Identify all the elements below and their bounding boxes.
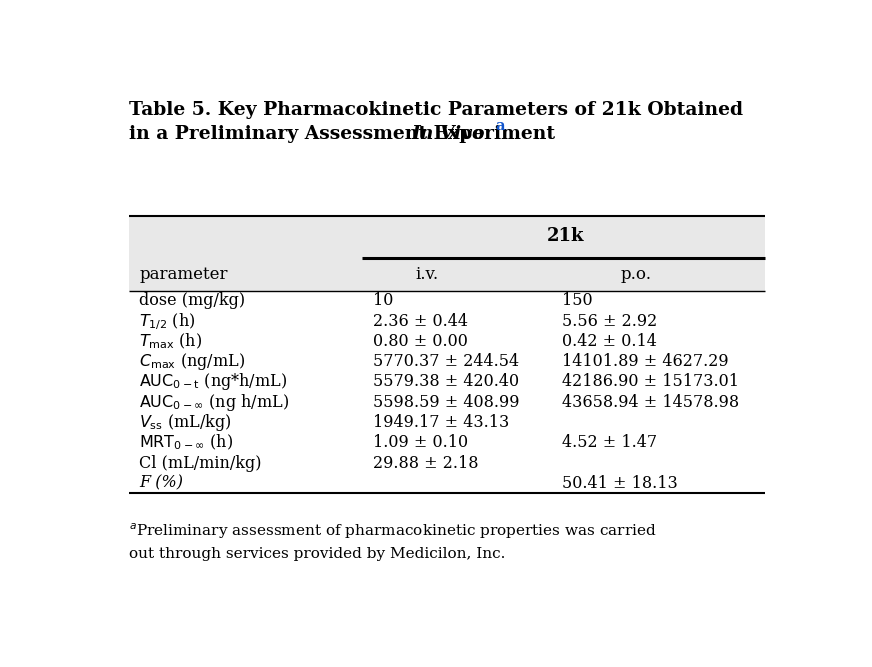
Text: 43658.94 ± 14578.98: 43658.94 ± 14578.98 <box>562 394 739 411</box>
Text: 4.52 ± 1.47: 4.52 ± 1.47 <box>562 434 657 452</box>
Text: 5579.38 ± 420.40: 5579.38 ± 420.40 <box>372 374 519 390</box>
Text: 150: 150 <box>562 292 592 309</box>
Text: $^a$Preliminary assessment of pharmacokinetic properties was carried: $^a$Preliminary assessment of pharmacoki… <box>129 522 657 542</box>
Text: i.v.: i.v. <box>415 265 439 283</box>
Text: $T_{\rm max}$ (h): $T_{\rm max}$ (h) <box>140 331 202 351</box>
Text: 10: 10 <box>372 292 393 309</box>
Text: Table 5. Key Pharmacokinetic Parameters of 21k Obtained: Table 5. Key Pharmacokinetic Parameters … <box>129 101 744 119</box>
Text: $\rm AUC_{0-t}$ (ng*h/mL): $\rm AUC_{0-t}$ (ng*h/mL) <box>140 372 288 392</box>
Text: $V_{\rm ss}$ (mL/kg): $V_{\rm ss}$ (mL/kg) <box>140 412 232 433</box>
Text: $\rm AUC_{0-\infty}$ (ng h/mL): $\rm AUC_{0-\infty}$ (ng h/mL) <box>140 392 290 413</box>
Text: F (%): F (%) <box>140 475 183 492</box>
Text: 5770.37 ± 244.54: 5770.37 ± 244.54 <box>372 353 519 370</box>
Text: $\rm MRT_{0-\infty}$ (h): $\rm MRT_{0-\infty}$ (h) <box>140 433 234 452</box>
Text: p.o.: p.o. <box>621 265 651 283</box>
Text: 21k: 21k <box>547 227 584 245</box>
Text: 1949.17 ± 43.13: 1949.17 ± 43.13 <box>372 414 508 431</box>
Text: 0.42 ± 0.14: 0.42 ± 0.14 <box>562 333 657 350</box>
Text: a: a <box>495 119 505 133</box>
Text: In Vivo: In Vivo <box>411 125 485 143</box>
Text: 2.36 ± 0.44: 2.36 ± 0.44 <box>372 313 467 329</box>
Text: $T_{1/2}$ (h): $T_{1/2}$ (h) <box>140 311 196 331</box>
Text: 5598.59 ± 408.99: 5598.59 ± 408.99 <box>372 394 519 411</box>
Text: Cl (mL/min/kg): Cl (mL/min/kg) <box>140 454 262 472</box>
Text: parameter: parameter <box>140 265 228 283</box>
Text: in a Preliminary Assessment Experiment: in a Preliminary Assessment Experiment <box>129 125 562 143</box>
Text: 14101.89 ± 4627.29: 14101.89 ± 4627.29 <box>562 353 728 370</box>
Text: 5.56 ± 2.92: 5.56 ± 2.92 <box>562 313 657 329</box>
Text: 50.41 ± 18.13: 50.41 ± 18.13 <box>562 475 678 492</box>
Text: 1.09 ± 0.10: 1.09 ± 0.10 <box>372 434 467 452</box>
Text: 42186.90 ± 15173.01: 42186.90 ± 15173.01 <box>562 374 739 390</box>
Text: $C_{\rm max}$ (ng/mL): $C_{\rm max}$ (ng/mL) <box>140 351 246 372</box>
Text: 29.88 ± 2.18: 29.88 ± 2.18 <box>372 454 478 472</box>
Text: dose (mg/kg): dose (mg/kg) <box>140 292 246 309</box>
Text: 0.80 ± 0.00: 0.80 ± 0.00 <box>372 333 467 350</box>
Text: out through services provided by Medicilon, Inc.: out through services provided by Medicil… <box>129 548 506 562</box>
